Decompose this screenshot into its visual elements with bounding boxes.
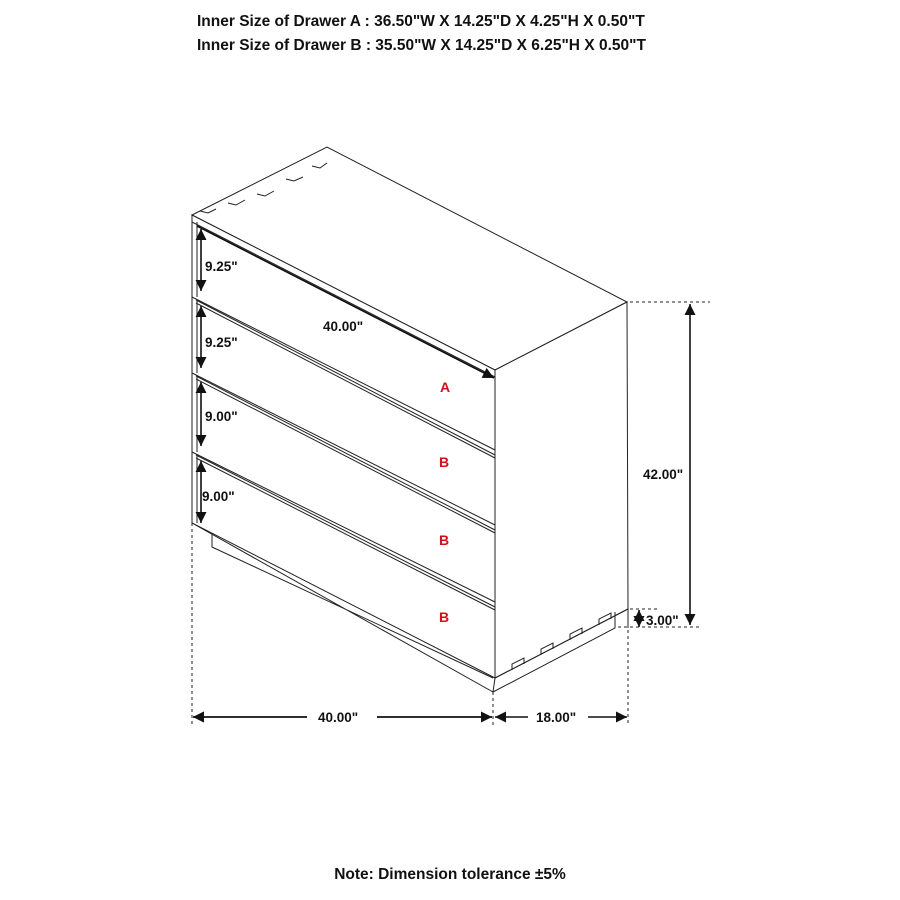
plinth-side <box>492 608 629 693</box>
extension-lines <box>191 301 710 726</box>
base-height-label: 3.00" <box>646 613 679 628</box>
tolerance-note: Note: Dimension tolerance ±5% <box>334 866 566 883</box>
top-width-label: 40.00" <box>323 319 363 334</box>
drawer-b-inner-size: Inner Size of Drawer B : 35.50"W X 14.25… <box>197 37 646 54</box>
drawer-2-front <box>191 299 496 526</box>
drawer-1-height-label: 9.25" <box>205 259 238 274</box>
top-dovetails-left <box>199 162 328 214</box>
drawer-4-height-label: 9.00" <box>202 489 235 504</box>
drawer-a-inner-size: Inner Size of Drawer A : 36.50"W X 14.25… <box>197 13 645 30</box>
overall-height-label: 42.00" <box>643 467 683 482</box>
drawer-label-b: B <box>439 532 449 548</box>
drawer-label-b: B <box>439 454 449 470</box>
drawer-label-b: B <box>439 609 449 625</box>
drawer-1-front <box>191 221 496 451</box>
plinth-dovetails <box>511 612 612 670</box>
overall-width-label: 40.00" <box>318 710 358 725</box>
drawer-label-a: A <box>440 379 450 395</box>
drawer-4-front <box>195 454 496 611</box>
drawer-2-height-label: 9.25" <box>205 335 238 350</box>
overall-depth-label: 18.00" <box>536 710 576 725</box>
drawer-3-height-label: 9.00" <box>205 409 238 424</box>
top-width-arrow <box>196 225 495 379</box>
drawer-3-front <box>191 375 496 603</box>
